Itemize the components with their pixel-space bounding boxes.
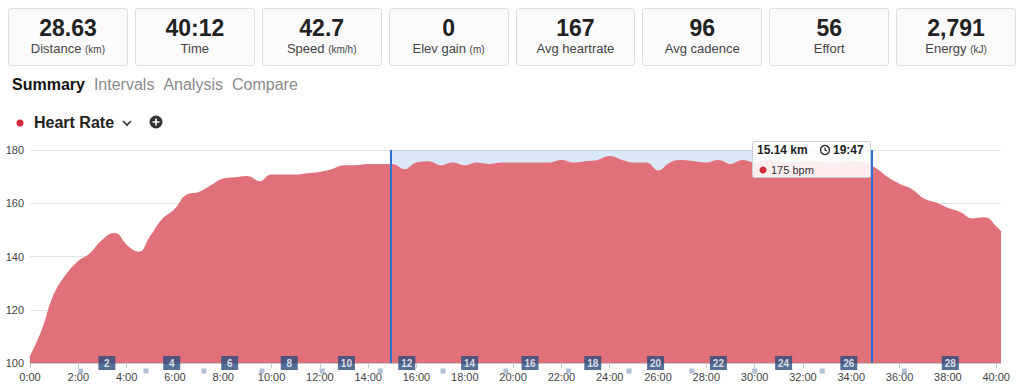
svg-text:18:00: 18:00 xyxy=(451,371,479,383)
svg-text:0:00: 0:00 xyxy=(19,371,40,383)
svg-text:6: 6 xyxy=(227,358,233,369)
svg-text:20: 20 xyxy=(650,358,662,369)
svg-text:175 bpm: 175 bpm xyxy=(771,164,814,176)
svg-text:16: 16 xyxy=(524,358,536,369)
svg-text:32:00: 32:00 xyxy=(789,371,817,383)
html-text:2,791: 2,791 xyxy=(927,15,985,41)
svg-text:28: 28 xyxy=(945,358,957,369)
html-text:Speed (km/h): Speed (km/h) xyxy=(286,41,357,56)
svg-text:180: 180 xyxy=(6,144,24,156)
html-text:Time: Time xyxy=(180,41,209,56)
html-text:0: 0 xyxy=(442,15,455,41)
svg-text:34:00: 34:00 xyxy=(837,371,865,383)
html-text:Effort: Effort xyxy=(813,41,845,56)
svg-text:22: 22 xyxy=(713,358,725,369)
svg-text:24:00: 24:00 xyxy=(596,371,624,383)
html-text:Analysis: Analysis xyxy=(163,76,223,93)
html-text:Heart Rate: Heart Rate xyxy=(34,114,114,131)
html-text:42.7: 42.7 xyxy=(299,15,345,41)
svg-text:10:00: 10:00 xyxy=(257,370,286,383)
svg-text:8:00: 8:00 xyxy=(213,371,234,383)
svg-text:20:00: 20:00 xyxy=(499,370,527,383)
svg-text:14:00: 14:00 xyxy=(354,370,382,383)
svg-text:8: 8 xyxy=(286,358,292,369)
svg-text:140: 140 xyxy=(6,251,24,263)
html-text:Intervals: Intervals xyxy=(93,76,155,93)
svg-text:4: 4 xyxy=(169,358,175,369)
html-text:Elev gain (m): Elev gain (m) xyxy=(412,41,485,56)
svg-text:120: 120 xyxy=(6,304,24,316)
html-text:56: 56 xyxy=(816,15,842,41)
svg-text:22:00: 22:00 xyxy=(547,370,576,383)
html-text:Summary: Summary xyxy=(12,76,85,93)
html-text:Energy (kJ): Energy (kJ) xyxy=(925,41,987,56)
svg-text:100: 100 xyxy=(6,357,24,369)
svg-text:160: 160 xyxy=(6,197,24,209)
svg-text:10: 10 xyxy=(341,358,353,369)
svg-text:4:00: 4:00 xyxy=(116,371,137,383)
svg-text:30:00: 30:00 xyxy=(740,370,769,383)
svg-text:40:00: 40:00 xyxy=(982,371,1010,383)
svg-text:2:00: 2:00 xyxy=(67,370,89,383)
svg-text:36:00: 36:00 xyxy=(886,371,914,383)
html-text:28.63: 28.63 xyxy=(39,15,97,41)
html-text:Avg heartrate: Avg heartrate xyxy=(536,41,615,56)
html-text:Compare: Compare xyxy=(232,76,298,93)
svg-text:2: 2 xyxy=(104,358,110,369)
html-text:40:12: 40:12 xyxy=(165,15,225,41)
svg-text:12:00: 12:00 xyxy=(306,370,334,383)
svg-text:19:47: 19:47 xyxy=(833,143,864,157)
html-text:167: 167 xyxy=(556,15,595,41)
svg-text:6:00: 6:00 xyxy=(164,371,185,383)
svg-text:24: 24 xyxy=(778,358,790,369)
svg-text:12: 12 xyxy=(401,358,413,369)
svg-text:26: 26 xyxy=(843,358,855,369)
html-text:Distance (km): Distance (km) xyxy=(30,41,105,56)
svg-text:38:00: 38:00 xyxy=(934,371,962,383)
html-text:96: 96 xyxy=(689,15,716,41)
svg-text:15.14 km: 15.14 km xyxy=(757,143,808,157)
svg-text:18: 18 xyxy=(587,358,599,369)
svg-text:28:00: 28:00 xyxy=(693,371,721,383)
svg-text:26:00: 26:00 xyxy=(644,371,672,383)
svg-text:14: 14 xyxy=(464,358,476,369)
svg-text:16:00: 16:00 xyxy=(403,371,431,383)
html-text:Avg cadence: Avg cadence xyxy=(664,41,740,56)
